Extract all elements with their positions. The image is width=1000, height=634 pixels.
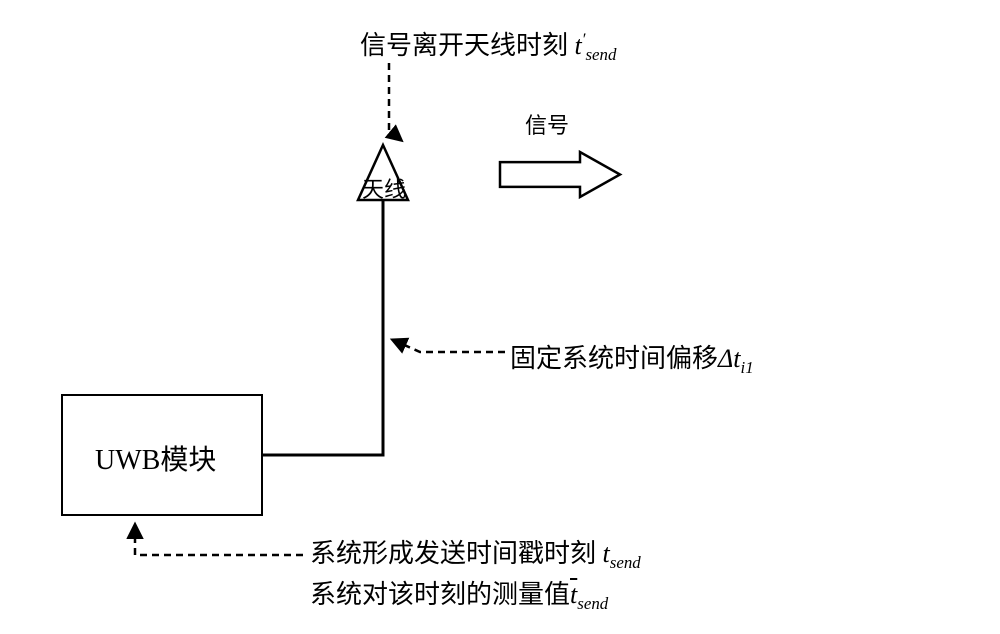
callout-mid-leader	[393, 340, 505, 352]
callout-top-text: 信号离开天线时刻 t′send	[360, 25, 616, 65]
callout-bottom-text: 系统形成发送时间戳时刻 tsend 系统对该时刻的测量值tsend	[310, 535, 641, 616]
diagram-stage: UWB模块 天线 信号 信号离开天线时刻 t′send 固定系统时间偏移ΔΔtt…	[0, 0, 1000, 634]
callout-bottom-line2: 系统对该时刻的测量值tsend	[310, 576, 641, 617]
callout-bottom-line1: 系统形成发送时间戳时刻 tsend	[310, 535, 641, 576]
callout-mid-prefix: 固定系统时间偏移	[510, 344, 718, 373]
callout-mid-var: ΔΔtti1	[718, 344, 754, 373]
callout-top-var: t′send	[575, 31, 617, 60]
callout-top-leader	[389, 63, 401, 140]
antenna-label: 天线	[362, 172, 406, 204]
uwb-box-label: UWB模块	[95, 438, 216, 478]
signal-label: 信号	[525, 108, 569, 140]
callout-bottom-leader	[135, 525, 303, 555]
signal-arrow	[500, 152, 620, 197]
feedline	[262, 200, 383, 455]
callout-top-prefix: 信号离开天线时刻	[360, 31, 575, 60]
callout-mid-text: 固定系统时间偏移ΔΔtti1	[510, 338, 754, 378]
